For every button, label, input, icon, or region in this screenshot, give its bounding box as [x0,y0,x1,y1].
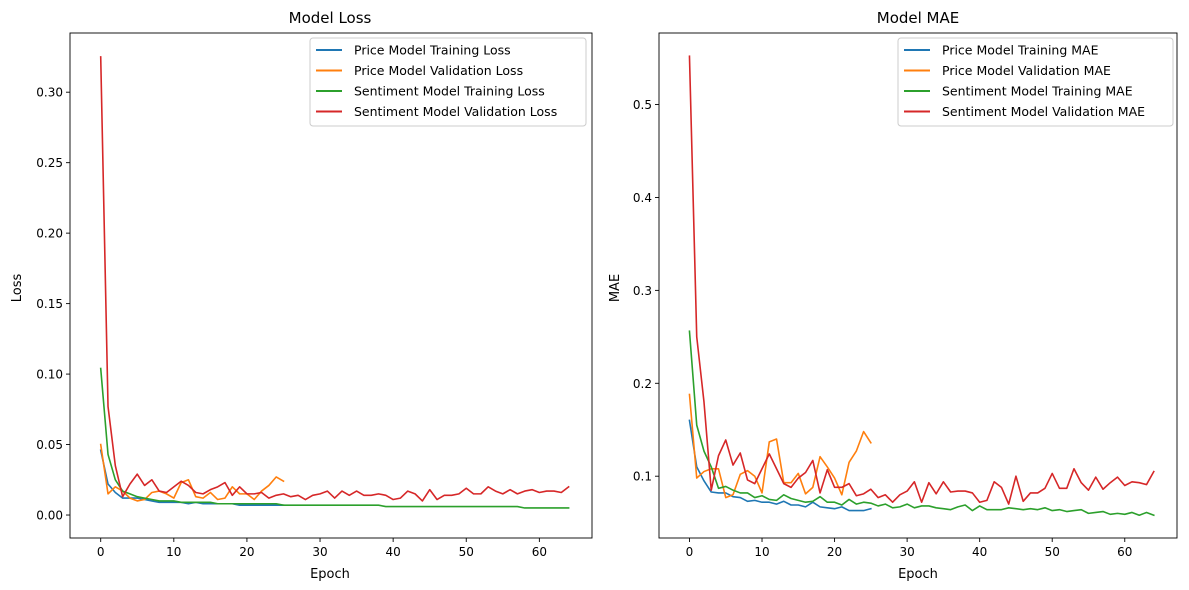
loss-y-tick-label: 0.30 [36,86,63,100]
loss-plot-area: 0 10 20 30 40 50 60 0.00 0.05 0.10 0.15 0.20 0.25 0.3… [36,32,593,559]
mae-x-axis-label: Epoch [898,567,938,582]
mae-x-tick-label: 30 [899,545,914,559]
loss-legend-entry: Price Model Validation Loss [354,63,523,78]
loss-y-tick-label: 0.25 [36,156,63,170]
mae-legend-entry: Sentiment Model Training MAE [942,84,1133,99]
mae-y-tick-label: 0.4 [633,191,652,205]
loss-legend-entry: Sentiment Model Validation Loss [354,104,557,119]
loss-chart-panel: Model Loss Epoch Loss 0 10 20 30 40 50 600.000… [10,9,593,582]
loss-y-tick-label: 0.15 [36,297,63,311]
mae-legend: Price Model Training MAE Price Model Vali… [897,37,1174,127]
loss-legend-box [309,37,587,127]
mae-x-tick-label: 60 [1117,545,1132,559]
mae-legend-box [897,37,1174,127]
mae-series-line-2 [688,393,872,499]
loss-legend-entry: Price Model Training Loss [354,43,511,58]
mae-series-line-3 [688,330,1155,517]
mae-legend-entry: Price Model Training MAE [942,43,1099,58]
loss-y-axis-label: Loss [10,274,25,303]
loss-x-tick-label: 30 [312,545,327,559]
mae-x-tick-label: 20 [827,545,842,559]
mae-legend-entry: Sentiment Model Validation MAE [942,104,1145,119]
loss-legend: Price Model Training Loss Price Model Val… [309,37,587,127]
mae-x-tick-label: 50 [1045,545,1060,559]
loss-y-tick-label: 0.20 [36,227,63,241]
loss-x-tick-label: 10 [166,545,181,559]
mae-x-tick-label: 10 [754,545,769,559]
mae-chart-title: Model MAE [877,9,960,27]
mae-x-tick-label: 0 [686,545,694,559]
mae-series-line-4 [688,55,1155,505]
loss-x-tick-label: 20 [239,545,254,559]
loss-y-tick-label: 0.10 [36,368,63,382]
loss-y-tick-label: 0.00 [36,509,63,523]
mae-y-tick-label: 0.5 [633,98,652,112]
loss-axes-frame [69,32,593,539]
mae-legend-entry: Price Model Validation MAE [942,63,1111,78]
mae-plot-area: 0 10 20 30 40 50 60 0.1 0.2 0.3 0.4 0.5 Price Model … [633,32,1178,559]
mae-axes-frame [658,32,1178,539]
mae-x-tick-label: 40 [972,545,987,559]
loss-x-tick-label: 40 [386,545,401,559]
loss-series-line-3 [99,367,570,509]
loss-series-line-4 [99,56,570,502]
mae-y-axis-label: MAE [608,274,623,302]
loss-y-tick-label: 0.05 [36,438,63,452]
loss-legend-entry: Sentiment Model Training Loss [354,84,545,99]
loss-x-axis-label: Epoch [310,567,350,582]
loss-x-tick-label: 50 [459,545,474,559]
loss-x-tick-label: 0 [97,545,105,559]
mae-y-tick-label: 0.3 [633,284,652,298]
loss-chart-title: Model Loss [289,9,372,27]
mae-y-tick-label: 0.1 [633,470,652,484]
mae-y-tick-label: 0.2 [633,377,652,391]
mae-chart-panel: Model MAE Epoch MAE 0 10 20 30 40 50 600.10.20… [608,9,1178,582]
loss-x-tick-label: 60 [532,545,547,559]
mae-series-line-1 [688,419,872,512]
